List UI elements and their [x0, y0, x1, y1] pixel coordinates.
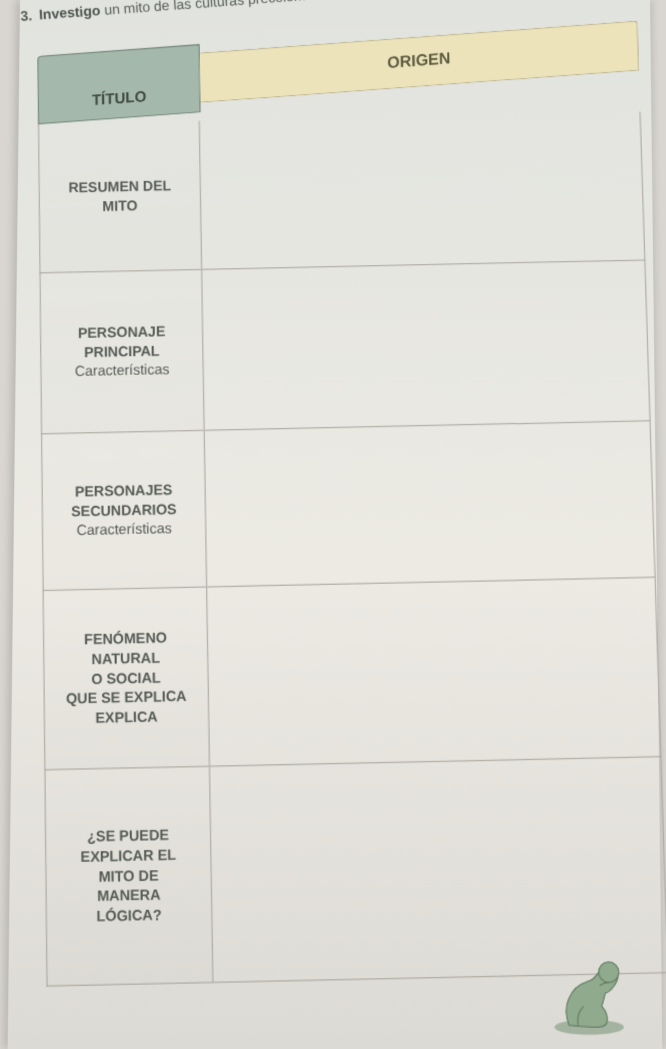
table-row: PERSONAJE PRINCIPAL Características: [40, 261, 651, 435]
row-label-personajes-secundarios: PERSONAJES SECUNDARIOS Características: [42, 431, 207, 590]
row-label-personaje-principal: PERSONAJE PRINCIPAL Características: [41, 270, 205, 433]
row-label-line: QUE SE EXPLICA: [66, 687, 187, 709]
workbook-page: 3. Investigo un mito de las culturas pre…: [8, 0, 663, 1049]
row-content[interactable]: [205, 421, 655, 586]
table-row: PERSONAJES SECUNDARIOS Características: [41, 421, 656, 591]
row-label-line: MITO DE: [81, 865, 177, 887]
table-row: RESUMEN DEL MITO: [38, 112, 645, 274]
row-label-line: PRINCIPAL: [74, 341, 169, 362]
row-content[interactable]: [202, 261, 649, 430]
row-label-line: MANERA: [81, 885, 177, 907]
row-label-line: MITO: [69, 195, 172, 216]
row-label-line: NATURAL: [66, 647, 187, 669]
row-label-line: O SOCIAL: [66, 667, 187, 689]
thinker-icon: [537, 944, 637, 1039]
table-row: FENÓMENO NATURAL O SOCIAL QUE SE EXPLICA…: [43, 578, 662, 771]
row-label-sub: Características: [75, 360, 170, 381]
row-label-logica: ¿SE PUEDE EXPLICAR EL MITO DE MANERA LÓG…: [45, 767, 213, 986]
header-origen: ORIGEN: [200, 20, 640, 102]
row-label-line: FENÓMENO: [65, 627, 186, 649]
row-label-resumen: RESUMEN DEL MITO: [39, 121, 202, 272]
row-label-line: SECUNDARIOS: [71, 499, 177, 521]
row-label-line: RESUMEN DEL: [68, 176, 171, 197]
exercise-instruction: 3. Investigo un mito de las culturas pre…: [20, 0, 659, 24]
exercise-number: 3.: [20, 7, 33, 24]
row-label-line: EXPLICA: [66, 707, 187, 729]
row-content[interactable]: [200, 112, 645, 269]
row-label-line: ¿SE PUEDE: [80, 825, 176, 847]
row-label-line: EXPLICAR EL: [80, 845, 176, 867]
header-titulo: TÍTULO: [37, 44, 200, 124]
worksheet-table: TÍTULO ORIGEN RESUMEN DEL MITO PERSONAJE…: [37, 43, 666, 986]
row-label-line: PERSONAJES: [71, 480, 177, 502]
row-label-line: PERSONAJE: [74, 321, 169, 342]
table-header-row: TÍTULO ORIGEN: [37, 43, 640, 124]
row-label-line: LÓGICA?: [81, 905, 177, 927]
instruction-mid: un mito de las culturas precolombinas y: [104, 0, 354, 18]
row-label-sub: Características: [71, 519, 177, 541]
instruction-verb-1: Investigo: [38, 2, 100, 22]
row-label-fenomeno: FENÓMENO NATURAL O SOCIAL QUE SE EXPLICA…: [44, 587, 210, 769]
row-content[interactable]: [207, 578, 660, 766]
